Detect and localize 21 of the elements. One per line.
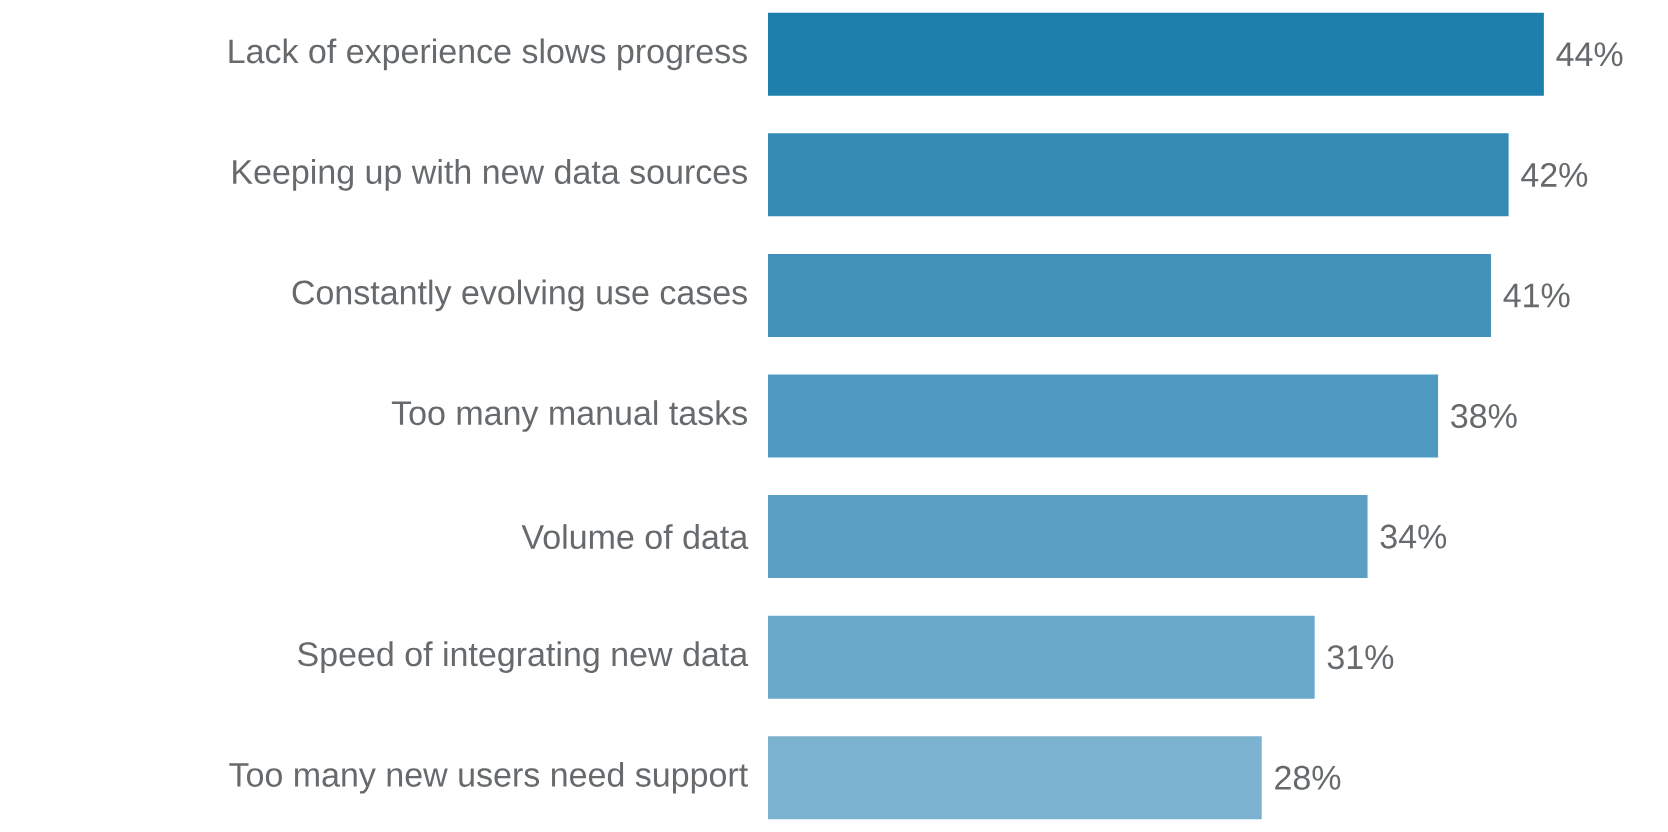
y-tick-label: Speed of integrating new data — [298, 641, 749, 674]
data-label: 42% — [1521, 162, 1588, 187]
bar — [768, 374, 1439, 458]
y-tick-label: Too many manual tasks — [391, 400, 747, 432]
bar — [768, 736, 1262, 820]
y-tick-label: Volume of data — [521, 524, 749, 550]
bar — [768, 495, 1368, 579]
data-label: 41% — [1503, 283, 1570, 308]
y-tick-label: Constantly evolving use cases — [292, 279, 747, 312]
bar — [768, 12, 1544, 96]
data-label: 28% — [1275, 765, 1341, 790]
y-tick-label: Lack of experience slows progress — [229, 38, 747, 71]
data-label: 38% — [1451, 403, 1517, 429]
bar — [768, 133, 1509, 217]
y-tick-label: Too many new users need support — [229, 761, 748, 794]
bar — [768, 615, 1315, 699]
bar — [768, 253, 1491, 337]
data-label: 44% — [1556, 42, 1623, 67]
y-tick-label: Keeping up with new data sources — [233, 159, 747, 191]
data-label: 31% — [1327, 645, 1394, 670]
data-label: 34% — [1380, 524, 1447, 549]
